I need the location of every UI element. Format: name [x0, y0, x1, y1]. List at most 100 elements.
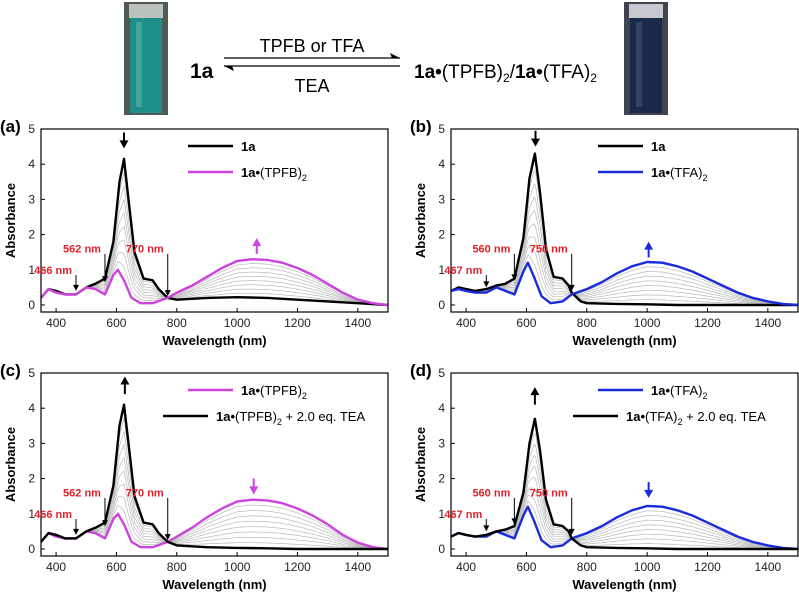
y-axis-label: Absorbance — [3, 183, 18, 258]
peak-marker-arrowhead — [164, 534, 171, 541]
y-tick-label: 4 — [28, 401, 35, 415]
chart-panel-d: 400 600 800 1000 1200 1400 0 1 2 3 4 5 Wavelength (n… — [410, 361, 799, 592]
x-tick-label: 1000 — [634, 560, 661, 574]
intermediate-spectrum-line — [40, 225, 389, 306]
peak-marker-arrowhead — [511, 274, 518, 281]
y-tick-label: 4 — [438, 157, 445, 171]
y-tick-label: 3 — [28, 436, 35, 450]
x-tick-label: 1000 — [224, 316, 251, 330]
y-axis-label: Absorbance — [413, 427, 428, 502]
legend-label: 1a•(TFA)2 — [651, 165, 708, 183]
intermediate-spectrum-line — [450, 465, 799, 550]
x-tick-label: 600 — [106, 560, 126, 574]
series-line-1 — [40, 157, 389, 307]
intermediate-spectrum-line — [450, 210, 799, 306]
change-direction-arrowhead — [249, 486, 259, 495]
peak-marker-arrowhead — [483, 525, 490, 532]
x-tick-label: 1000 — [224, 560, 251, 574]
peak-marker-arrowhead — [73, 284, 80, 291]
y-tick-label: 4 — [438, 401, 445, 415]
x-tick-label: 1400 — [754, 316, 781, 330]
intermediate-spectrum-line — [40, 211, 389, 306]
peak-wavelength-annotation: 466 nm — [34, 265, 72, 277]
plot-frame — [40, 372, 389, 557]
series-line-2 — [40, 403, 388, 551]
y-tick-label: 5 — [438, 122, 445, 136]
intermediate-spectrum-line — [40, 199, 389, 306]
plot-frame — [450, 372, 799, 557]
x-tick-label: 800 — [577, 560, 597, 574]
change-direction-arrowhead — [119, 140, 129, 149]
x-axis-label: Wavelength (nm) — [162, 333, 266, 348]
intermediate-spectrum-line — [40, 251, 389, 306]
intermediate-spectrum-line — [40, 443, 389, 550]
intermediate-spectrum-line — [450, 223, 799, 306]
peak-marker-arrowhead — [101, 276, 108, 283]
x-tick-label: 400 — [46, 316, 66, 330]
x-tick-label: 600 — [516, 560, 536, 574]
x-tick-label: 400 — [456, 316, 476, 330]
x-tick-label: 1000 — [634, 316, 661, 330]
legend-label: 1a•(TPFB)2 + 2.0 eq. TEA — [216, 409, 365, 427]
peak-wavelength-annotation: 750 nm — [530, 244, 568, 256]
y-axis-label: Absorbance — [413, 183, 428, 258]
peak-wavelength-annotation: 560 nm — [472, 244, 510, 256]
y-tick-label: 5 — [438, 366, 445, 380]
reactant-label: 1a — [190, 60, 214, 83]
intermediate-spectrum-line — [450, 246, 799, 306]
intermediate-spectrum-line — [450, 476, 799, 550]
intermediate-spectrum-line — [40, 456, 389, 550]
x-tick-label: 400 — [456, 560, 476, 574]
chart-panel-b: 400 600 800 1000 1200 1400 0 1 2 3 4 5 Wavelength (n… — [410, 117, 799, 348]
peak-marker-arrowhead — [568, 284, 575, 291]
y-tick-label: 1 — [28, 507, 35, 521]
y-tick-label: 2 — [438, 472, 445, 486]
x-tick-label: 1400 — [344, 560, 371, 574]
legend-label: 1a•(TPFB)2 — [241, 383, 307, 401]
peak-wavelength-annotation: 560 nm — [472, 488, 510, 500]
change-direction-arrowhead — [120, 376, 130, 385]
intermediate-spectrum-line — [450, 196, 799, 306]
y-tick-label: 0 — [28, 298, 35, 312]
x-tick-label: 600 — [516, 316, 536, 330]
forward-condition-label: TPFB or TFA — [260, 36, 365, 56]
x-tick-label: 400 — [46, 560, 66, 574]
peak-wavelength-annotation: 467 nm — [444, 265, 482, 277]
left-vial — [124, 2, 168, 115]
product-label: 1a•(TPFB)2/1a•(TFA)2 — [414, 62, 597, 85]
peak-wavelength-annotation: 467 nm — [444, 509, 482, 521]
chart-panel-a: 400 600 800 1000 1200 1400 0 1 2 3 4 5 Wavelength (n… — [0, 117, 389, 348]
peak-marker-arrowhead — [73, 528, 80, 535]
intermediate-spectrum-line — [40, 239, 389, 306]
chart-panel-c: 400 600 800 1000 1200 1400 0 1 2 3 4 5 Wavelength (n… — [0, 361, 389, 592]
peak-wavelength-annotation: 466 nm — [34, 509, 72, 521]
intermediate-spectrum-line — [450, 487, 799, 550]
x-tick-label: 1200 — [284, 316, 311, 330]
series-line-2 — [450, 260, 799, 307]
x-tick-label: 1200 — [694, 316, 721, 330]
y-tick-label: 2 — [28, 472, 35, 486]
peak-wavelength-annotation: 562 nm — [63, 244, 101, 256]
peak-marker-arrowhead — [101, 520, 108, 527]
y-tick-label: 0 — [438, 298, 445, 312]
series-line-2 — [40, 258, 389, 307]
y-tick-label: 1 — [438, 263, 445, 277]
y-tick-label: 0 — [438, 542, 445, 556]
intermediate-spectrum-line — [40, 470, 389, 550]
x-tick-label: 1200 — [284, 560, 311, 574]
peak-wavelength-annotation: 770 nm — [126, 488, 164, 500]
x-tick-label: 1400 — [344, 316, 371, 330]
legend-label: 1a•(TFA)2 + 2.0 eq. TEA — [626, 409, 766, 427]
intermediate-spectrum-line — [450, 495, 799, 550]
x-axis-label: Wavelength (nm) — [162, 577, 266, 592]
y-tick-label: 4 — [28, 157, 35, 171]
intermediate-spectrum-line — [450, 454, 799, 550]
y-tick-label: 1 — [438, 507, 445, 521]
y-tick-label: 1 — [28, 263, 35, 277]
change-direction-arrowhead — [644, 241, 654, 250]
peak-marker-arrowhead — [511, 518, 518, 525]
x-axis-label: Wavelength (nm) — [572, 577, 676, 592]
x-tick-label: 800 — [167, 316, 187, 330]
x-tick-label: 800 — [167, 560, 187, 574]
